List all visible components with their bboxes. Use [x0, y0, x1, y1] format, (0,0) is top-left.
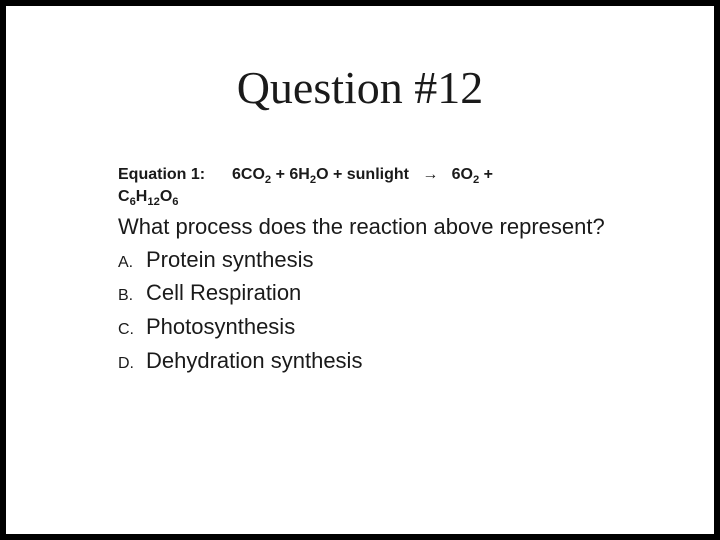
question-text: What process does the reaction above rep…	[118, 213, 638, 241]
option-text: Photosynthesis	[146, 312, 295, 342]
equation-row: Equation 1: 6CO2 + 6H2O + sunlight → 6O2…	[118, 164, 638, 186]
option-c: C. Photosynthesis	[118, 312, 638, 342]
equation-body: 6CO2 + 6H2O + sunlight → 6O2 +	[232, 166, 493, 183]
equation-reactants: 6CO2 + 6H2O + sunlight	[232, 166, 409, 183]
option-text: Protein synthesis	[146, 245, 314, 275]
option-key: B.	[118, 285, 146, 307]
question-title: Question #12	[6, 61, 714, 114]
slide: Question #12 Equation 1: 6CO2 + 6H2O + s…	[6, 6, 714, 534]
option-b: B. Cell Respiration	[118, 278, 638, 308]
equation-label: Equation 1:	[118, 166, 205, 183]
option-d: D. Dehydration synthesis	[118, 346, 638, 376]
option-text: Cell Respiration	[146, 278, 301, 308]
equation-products-1: 6O2 +	[452, 166, 493, 183]
option-text: Dehydration synthesis	[146, 346, 362, 376]
content-area: Equation 1: 6CO2 + 6H2O + sunlight → 6O2…	[118, 164, 638, 375]
options-list: A. Protein synthesis B. Cell Respiration…	[118, 245, 638, 376]
option-key: A.	[118, 252, 146, 274]
equation-products-2: C6H12O6	[118, 186, 638, 208]
option-key: D.	[118, 353, 146, 375]
option-key: C.	[118, 319, 146, 341]
equation-arrow: →	[422, 166, 438, 183]
option-a: A. Protein synthesis	[118, 245, 638, 275]
